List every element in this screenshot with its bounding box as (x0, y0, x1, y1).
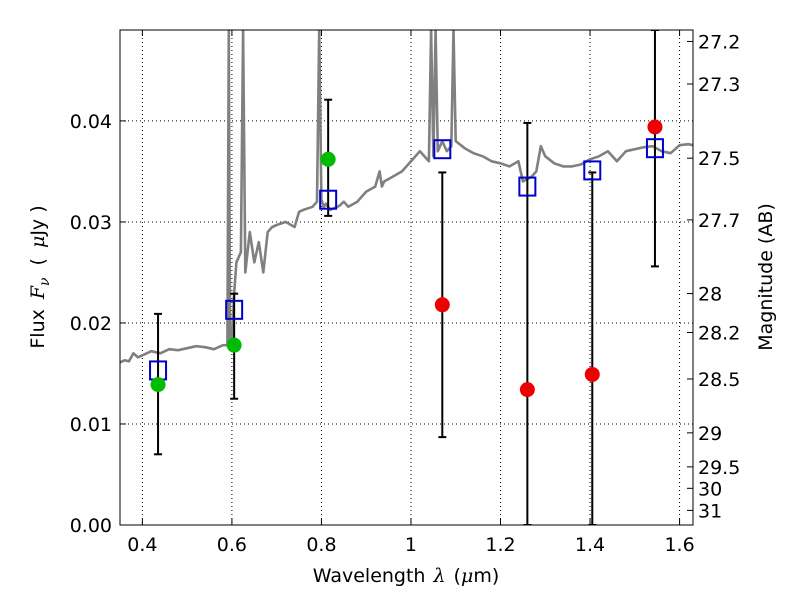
y2-tick-label: 29 (698, 423, 722, 445)
axis-ticks: 0.4 0.6 0.8 1 1.2 1.4 1.6 0.00 0.01 0.02 0.03 0.04 2… (70, 30, 740, 556)
y2-tick-label: 27.3 (698, 74, 740, 96)
y2-tick-label: 28.2 (698, 322, 740, 344)
y2-tick-label: 31 (698, 500, 722, 522)
plot-frame (119, 29, 694, 526)
x-axis-label: Wavelength λ (μm) (313, 565, 499, 587)
detection-point (226, 337, 242, 353)
y-tick-label: 0.02 (70, 313, 112, 335)
non-detection-point (647, 119, 663, 135)
template-spectrum-line (120, 30, 693, 364)
model-photometry-square (433, 139, 452, 160)
detection-point (150, 377, 166, 393)
y2-tick-label: 29.5 (698, 457, 740, 479)
model-photometry-square (645, 138, 664, 159)
y2-tick-label: 27.7 (698, 210, 740, 232)
grid-lines (120, 30, 693, 526)
non-detection-point (434, 297, 450, 313)
y-tick-label: 0.04 (70, 111, 112, 133)
y-tick-label: 0.00 (70, 515, 112, 537)
y2-tick-label: 27.2 (698, 31, 740, 53)
y-axis-label: FluxFν(μJy ) (27, 205, 53, 348)
x-tick-label: 1.4 (575, 534, 605, 556)
model-photometry-square (583, 160, 602, 181)
model-photometry-square (518, 176, 537, 197)
y2-tick-label: 27.5 (698, 148, 740, 170)
x-tick-label: 1.2 (485, 534, 515, 556)
x-tick-label: 1.6 (664, 534, 694, 556)
x-tick-label: 0.8 (306, 534, 336, 556)
non-detection-point (519, 382, 535, 398)
non-detection-point (584, 366, 600, 382)
x-tick-label: 1 (405, 534, 417, 556)
detection-point (320, 151, 336, 167)
x-tick-label: 0.4 (127, 534, 157, 556)
y2-tick-label: 28 (698, 284, 722, 306)
model-photometry-square (225, 299, 244, 320)
y2-tick-label: 28.5 (698, 369, 740, 391)
y-tick-label: 0.01 (70, 414, 112, 436)
plot-area (120, 30, 693, 525)
x-tick-label: 0.6 (217, 534, 247, 556)
data-markers (149, 119, 664, 398)
model-photometry-square (319, 189, 338, 210)
y2-axis-label: Magnitude (AB) (755, 203, 777, 351)
y2-tick-label: 30 (698, 478, 722, 500)
y-tick-label: 0.03 (70, 212, 112, 234)
